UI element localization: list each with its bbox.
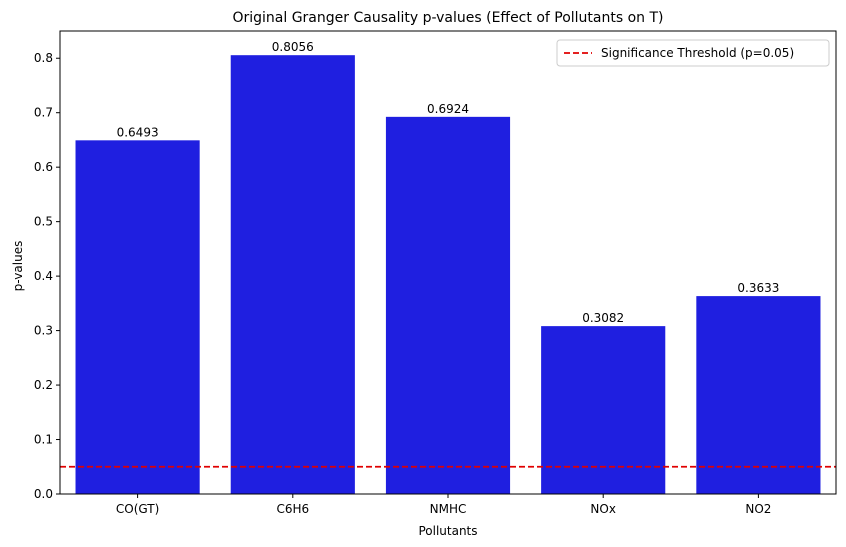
bar-value-label: 0.6493: [117, 125, 159, 139]
y-tick-label: 0.8: [34, 51, 53, 65]
x-tick-label: C6H6: [276, 502, 309, 516]
legend-threshold-label: Significance Threshold (p=0.05): [601, 46, 794, 60]
x-axis-title: Pollutants: [418, 524, 477, 538]
bar: [385, 116, 511, 495]
y-axis-title: p-values: [11, 241, 25, 292]
bars-group: [75, 55, 821, 495]
y-tick-label: 0.1: [34, 433, 53, 447]
bar: [75, 140, 200, 495]
y-tick-label: 0.6: [34, 160, 53, 174]
y-tick-label: 0.0: [34, 487, 53, 501]
y-tick-label: 0.2: [34, 378, 53, 392]
bar-value-label: 0.3082: [582, 311, 624, 325]
bar: [696, 296, 821, 494]
bar: [541, 326, 666, 494]
x-tick-label: NO2: [745, 502, 771, 516]
x-tick-label: NMHC: [430, 502, 467, 516]
legend: Significance Threshold (p=0.05): [556, 39, 830, 67]
y-tick-label: 0.3: [34, 324, 53, 338]
x-tick-label: CO(GT): [116, 502, 159, 516]
y-tick-label: 0.7: [34, 106, 53, 120]
y-tick-label: 0.5: [34, 215, 53, 229]
chart-title: Original Granger Causality p-values (Eff…: [232, 10, 663, 26]
y-tick-label: 0.4: [34, 269, 53, 283]
bar-value-label: 0.3633: [737, 281, 779, 295]
data-labels-group: 0.6493 0.8056 0.6924 0.3082 0.3633: [117, 40, 780, 325]
bar-value-label: 0.6924: [427, 102, 469, 116]
legend-box: [556, 39, 830, 67]
x-tick-label: NOx: [590, 502, 616, 516]
bar: [230, 55, 355, 495]
x-axis: CO(GT) C6H6 NMHC NOx NO2: [116, 494, 771, 516]
y-axis: 0.0 0.1 0.2 0.3 0.4 0.5 0.6 0.7 0.8: [34, 51, 60, 501]
bar-value-label: 0.8056: [272, 40, 314, 54]
